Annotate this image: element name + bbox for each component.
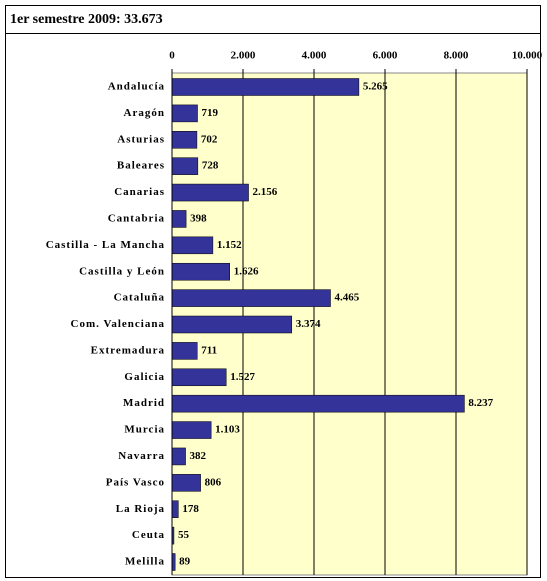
data-label: 1.527 <box>230 371 255 383</box>
data-label: 1.103 <box>215 424 240 436</box>
y-tick-label: País Vasco <box>106 476 165 488</box>
data-label: 719 <box>202 107 219 119</box>
y-tick-label: Asturias <box>117 133 165 145</box>
y-tick-label: Cantabria <box>108 212 165 224</box>
x-tick-label: 8.000 <box>444 50 469 62</box>
x-tick-label: 0 <box>169 50 175 62</box>
y-tick-label: Andalucía <box>108 81 165 93</box>
y-tick-label: Extremadura <box>91 344 165 356</box>
x-tick-label: 10.000 <box>512 50 543 62</box>
y-tick-label: Com. Valenciana <box>71 318 165 330</box>
y-tick-label: Madrid <box>123 397 165 409</box>
bar <box>171 394 465 413</box>
bar <box>171 183 249 202</box>
y-tick-label: Castilla - La Mancha <box>46 239 165 251</box>
chart-title: 1er semestre 2009: 33.673 <box>10 12 163 27</box>
y-tick-label: Aragón <box>124 107 165 119</box>
bar <box>171 315 293 334</box>
bar <box>171 447 186 466</box>
y-tick-label: Galicia <box>124 371 165 383</box>
x-tick-label: 2.000 <box>231 50 256 62</box>
bar <box>171 157 199 175</box>
bar <box>171 421 212 439</box>
data-label: 89 <box>179 556 191 568</box>
bar <box>171 474 201 492</box>
data-label: 398 <box>190 212 207 224</box>
data-label: 382 <box>190 450 207 462</box>
data-label: 3.374 <box>296 318 321 330</box>
y-tick-label: Melilla <box>125 556 165 568</box>
bar <box>171 78 360 96</box>
bar <box>171 289 331 307</box>
y-tick-label: La Rioja <box>116 503 165 515</box>
bar <box>171 262 230 281</box>
bar <box>171 342 198 360</box>
data-label: 2.156 <box>253 186 278 198</box>
bar <box>171 104 198 123</box>
data-label: 702 <box>201 133 218 145</box>
data-label: 178 <box>182 503 199 515</box>
data-label: 5.265 <box>363 81 388 93</box>
data-label: 728 <box>202 160 219 172</box>
y-tick-label: Murcia <box>124 424 165 436</box>
y-tick-label: Canarias <box>114 186 165 198</box>
y-tick-label: Castilla y León <box>79 265 165 277</box>
y-tick-label: Ceuta <box>132 529 165 541</box>
data-label: 4.465 <box>335 292 360 304</box>
y-tick-label: Cataluña <box>114 292 165 304</box>
data-label: 8.237 <box>468 397 493 409</box>
y-tick-label: Baleares <box>117 160 165 172</box>
bar <box>171 210 187 228</box>
data-label: 806 <box>205 476 222 488</box>
data-label: 711 <box>201 344 217 356</box>
data-label: 1.626 <box>234 265 259 277</box>
x-tick-label: 4.000 <box>302 50 327 62</box>
bar <box>171 236 214 255</box>
bar <box>171 368 227 387</box>
y-tick-label: Navarra <box>118 450 165 462</box>
data-label: 55 <box>178 529 190 541</box>
x-tick-label: 6.000 <box>373 50 398 62</box>
bar <box>171 500 179 518</box>
bar <box>171 131 198 149</box>
data-label: 1.152 <box>217 239 242 251</box>
